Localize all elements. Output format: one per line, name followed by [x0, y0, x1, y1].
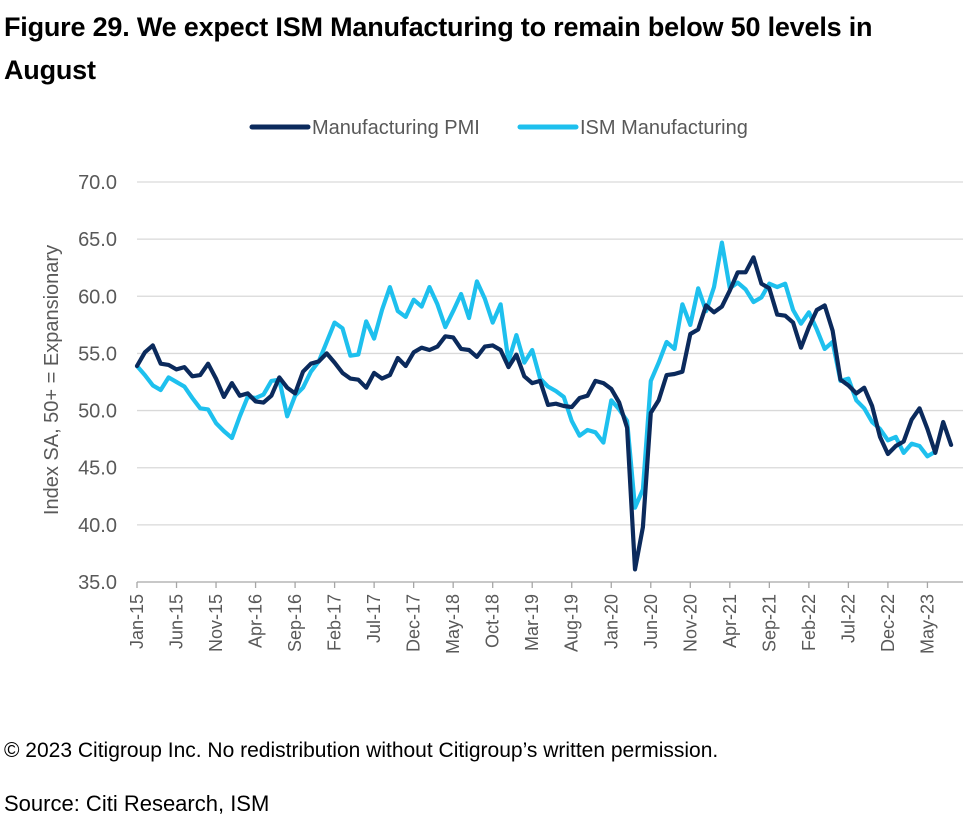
x-tick-label: Sep-16 [285, 594, 305, 652]
y-tick-label: 55.0 [78, 343, 117, 365]
y-tick-label: 35.0 [78, 572, 117, 594]
x-tick-label: Aug-19 [562, 594, 582, 652]
x-tick-label: Jun-15 [167, 594, 187, 649]
copyright-note: © 2023 Citigroup Inc. No redistribution … [4, 739, 719, 762]
series-line-ism-manufacturing [134, 240, 938, 510]
x-tick-label: Apr-21 [720, 594, 740, 648]
series-lines [134, 240, 954, 572]
x-tick-label: Feb-22 [799, 594, 819, 651]
x-tick-label: May-23 [917, 594, 937, 654]
series-line-manufacturing-pmi [134, 255, 954, 572]
x-tick-label: Jan-15 [127, 594, 147, 649]
x-tick-label: Nov-20 [680, 594, 700, 652]
x-tick-label: Jun-20 [641, 594, 661, 649]
x-tick-label: Dec-22 [878, 594, 898, 652]
gridlines [137, 181, 963, 526]
x-tick-label: May-18 [443, 594, 463, 654]
y-tick-label: 70.0 [78, 172, 117, 194]
x-tick-label: Feb-17 [325, 594, 345, 651]
y-tick-label: 40.0 [78, 515, 117, 537]
x-tick-label: Apr-16 [246, 594, 266, 648]
y-tick-label: 60.0 [78, 286, 117, 308]
y-axis-label: Index SA, 50+ = Expansionary [41, 245, 63, 515]
chart-title: Figure 29. We expect ISM Manufacturing t… [4, 12, 873, 85]
x-tick-label: Mar-19 [522, 594, 542, 651]
y-tick-label: 50.0 [78, 401, 117, 423]
x-tick-label: Jan-20 [601, 594, 621, 649]
x-tick-label: Jul-17 [364, 594, 384, 643]
x-tick-label: Jul-22 [838, 594, 858, 643]
x-axis: Jan-15 Jun-15 Nov-15 Apr-16 Sep-16 Feb-17 Jul-… [127, 581, 963, 654]
y-tick-label: 65.0 [78, 229, 117, 251]
x-tick-label: Nov-15 [206, 594, 226, 652]
legend-item-manufacturing-pmi: Manufacturing PMI [312, 117, 480, 139]
legend: Manufacturing PMI ISM Manufacturing [249, 117, 748, 139]
y-tick-label: 45.0 [78, 458, 117, 480]
x-tick-label: Oct-18 [483, 594, 503, 648]
legend-item-ism-manufacturing: ISM Manufacturing [580, 117, 748, 139]
x-tick-label: Dec-17 [404, 594, 424, 652]
y-axis-ticks: 70.0 65.0 60.0 55.0 50.0 45.0 40.0 35.0 [78, 172, 117, 594]
source-note: Source: Citi Research, ISM [4, 791, 270, 816]
x-tick-label: Sep-21 [759, 594, 779, 652]
